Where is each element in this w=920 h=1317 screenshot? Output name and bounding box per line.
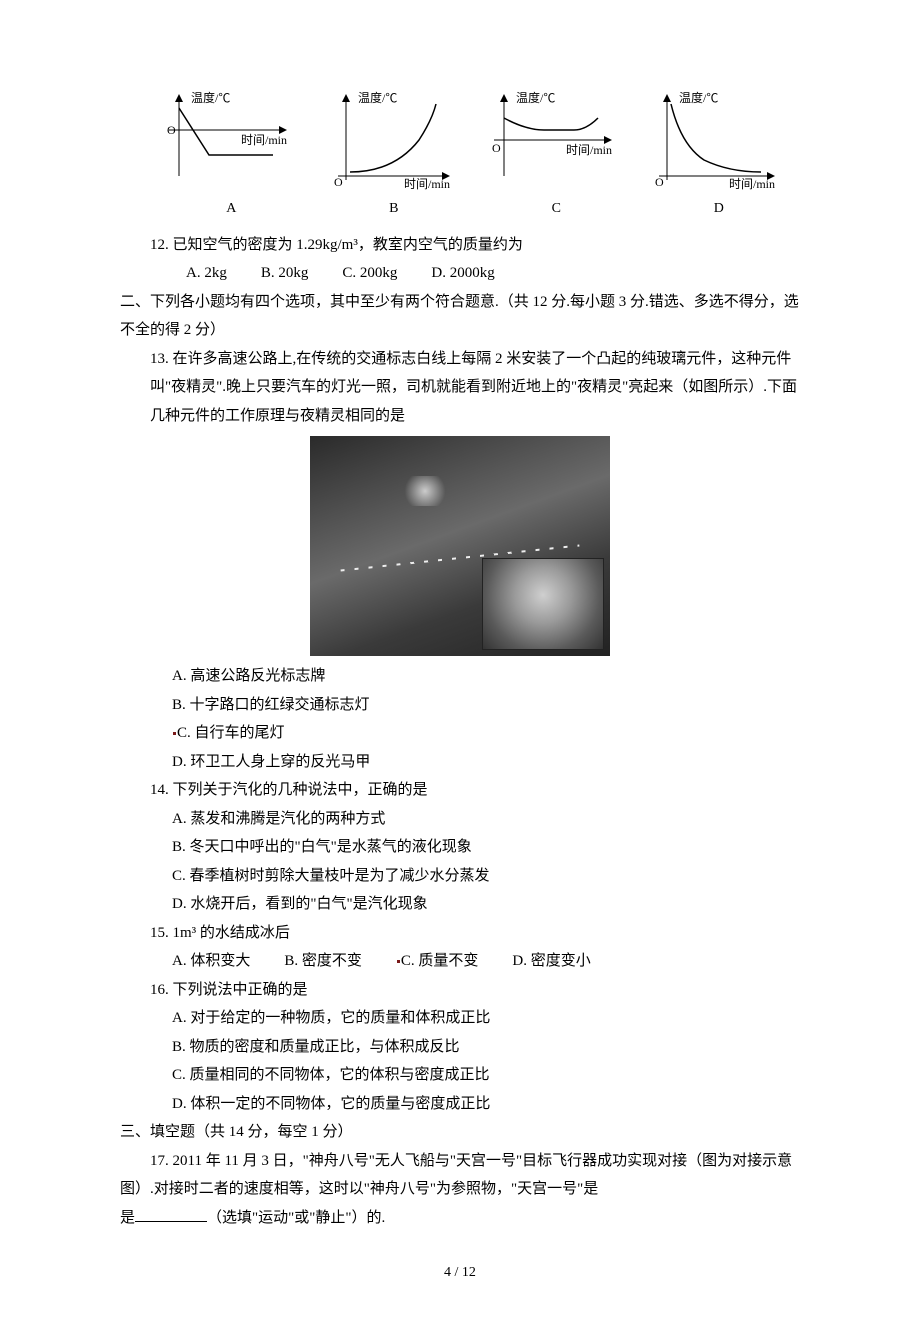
q13-figure <box>120 436 800 656</box>
q17-blank <box>135 1206 207 1222</box>
chart-b-ylabel: 温度/℃ <box>358 90 397 105</box>
chart-c-xlabel: 时间/min <box>566 143 612 157</box>
chart-d-label: D <box>714 196 724 223</box>
q16-opt-b: B. 物质的密度和质量成正比，与体积成反比 <box>120 1033 800 1062</box>
q12-opt-b: B. 20kg <box>261 259 309 288</box>
q14-opt-c: C. 春季植树时剪除大量枝叶是为了减少水分蒸发 <box>120 862 800 891</box>
chart-b-svg: O 温度/℃ 时间/min <box>324 90 464 190</box>
section2-header: 二、下列各小题均有四个选项，其中至少有两个符合题意.（共 12 分.每小题 3 … <box>120 288 800 345</box>
q16-opt-a: A. 对于给定的一种物质，它的质量和体积成正比 <box>120 1004 800 1033</box>
q14-opt-d: D. 水烧开后，看到的"白气"是汽化现象 <box>120 890 800 919</box>
q16-stem: 16. 下列说法中正确的是 <box>120 976 800 1005</box>
chart-c-svg: O 温度/℃ 时间/min <box>486 90 626 190</box>
q13-photo-inset <box>482 558 604 650</box>
q17-part2: （选填"运动"或"静止"）的. <box>207 1210 385 1226</box>
q12-options: A. 2kg B. 20kg C. 200kg D. 2000kg <box>120 259 800 288</box>
accent-dot-icon <box>173 732 176 735</box>
q16-opt-d: D. 体积一定的不同物体，它的质量与密度成正比 <box>120 1090 800 1119</box>
chart-d-svg: O 温度/℃ 时间/min <box>649 90 789 190</box>
chart-c: O 温度/℃ 时间/min C <box>486 90 626 223</box>
q14-opt-b: B. 冬天口中呼出的"白气"是水蒸气的液化现象 <box>120 833 800 862</box>
chart-b: O 温度/℃ 时间/min B <box>324 90 464 223</box>
chart-b-label: B <box>389 196 398 223</box>
chart-d-origin: O <box>655 175 664 189</box>
q12-opt-a: A. 2kg <box>186 259 227 288</box>
q13-opt-a: A. 高速公路反光标志牌 <box>120 662 800 691</box>
q13-photo <box>310 436 610 656</box>
charts-row: O 温度/℃ 时间/min A O 温度/℃ 时间/min B <box>120 90 800 223</box>
chart-d-ylabel: 温度/℃ <box>679 90 718 105</box>
chart-b-xlabel: 时间/min <box>404 177 450 190</box>
chart-c-origin: O <box>492 141 501 155</box>
q13-opt-c: C. 自行车的尾灯 <box>177 725 285 741</box>
chart-b-origin: O <box>334 175 343 189</box>
q15-options: A. 体积变大 B. 密度不变 C. 质量不变 D. 密度变小 <box>120 947 800 976</box>
q17-line2: 是（选填"运动"或"静止"）的. <box>120 1204 800 1233</box>
q12-opt-c: C. 200kg <box>342 259 397 288</box>
chart-a-xlabel: 时间/min <box>241 133 287 147</box>
chart-d: O 温度/℃ 时间/min D <box>649 90 789 223</box>
q15-opt-c-wrap: C. 质量不变 <box>396 947 479 976</box>
q14-stem: 14. 下列关于汽化的几种说法中，正确的是 <box>120 776 800 805</box>
section3-header: 三、填空题（共 14 分，每空 1 分） <box>120 1118 800 1147</box>
q17-part1: 17. 2011 年 11 月 3 日，"神舟八号"无人飞船与"天宫一号"目标飞… <box>120 1153 792 1198</box>
chart-a-svg: O 温度/℃ 时间/min <box>161 90 301 190</box>
q15-opt-a: A. 体积变大 <box>172 947 250 976</box>
chart-c-ylabel: 温度/℃ <box>516 90 555 105</box>
chart-d-xlabel: 时间/min <box>729 177 775 190</box>
q12-stem: 12. 已知空气的密度为 1.29kg/m³，教室内空气的质量约为 <box>120 231 800 260</box>
q15-opt-d: D. 密度变小 <box>512 947 590 976</box>
q13-opt-d: D. 环卫工人身上穿的反光马甲 <box>120 748 800 777</box>
q17-line: 17. 2011 年 11 月 3 日，"神舟八号"无人飞船与"天宫一号"目标飞… <box>120 1147 800 1204</box>
q16-opt-c: C. 质量相同的不同物体，它的体积与密度成正比 <box>120 1061 800 1090</box>
accent-dot-icon <box>397 960 400 963</box>
chart-c-label: C <box>552 196 561 223</box>
page: O 温度/℃ 时间/min A O 温度/℃ 时间/min B <box>0 0 920 1317</box>
chart-a-origin: O <box>167 123 176 137</box>
q15-opt-c: C. 质量不变 <box>401 953 479 969</box>
q12-opt-d: D. 2000kg <box>431 259 494 288</box>
chart-a-label: A <box>226 196 236 223</box>
q15-stem: 15. 1m³ 的水结成冰后 <box>120 919 800 948</box>
q13-stem: 13. 在许多高速公路上,在传统的交通标志白线上每隔 2 米安装了一个凸起的纯玻… <box>120 345 800 431</box>
chart-a: O 温度/℃ 时间/min A <box>161 90 301 223</box>
chart-a-ylabel: 温度/℃ <box>191 90 230 105</box>
q13-photo-glare <box>400 476 450 506</box>
q14-opt-a: A. 蒸发和沸腾是汽化的两种方式 <box>120 805 800 834</box>
q13-opt-b: B. 十字路口的红绿交通标志灯 <box>120 691 800 720</box>
q13-opt-c-row: C. 自行车的尾灯 <box>120 719 800 748</box>
q15-opt-b: B. 密度不变 <box>284 947 362 976</box>
page-footer: 4 / 12 <box>120 1260 800 1287</box>
